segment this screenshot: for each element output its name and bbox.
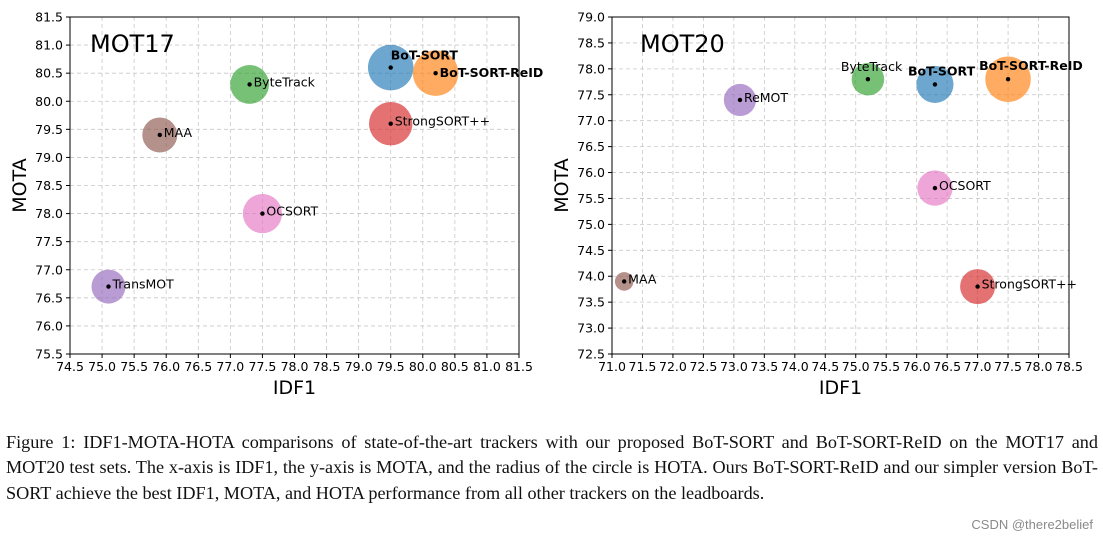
y-axis-label: MOTA <box>9 158 31 212</box>
x-axis-label: IDF1 <box>819 377 862 399</box>
x-tick-label: 75.0 <box>842 359 870 374</box>
x-tick-label: 78.0 <box>1025 359 1053 374</box>
x-axis-label: IDF1 <box>273 377 316 399</box>
x-tick-label: 80.0 <box>409 359 437 374</box>
x-tick-label: 75.5 <box>120 359 148 374</box>
x-tick-label: 77.5 <box>994 359 1022 374</box>
point-bytetrack <box>247 82 252 87</box>
x-tick-label: 78.5 <box>1055 359 1083 374</box>
y-tick-label: 78.0 <box>35 206 63 221</box>
x-tick-label: 81.0 <box>473 359 501 374</box>
point-bot-sort <box>932 82 938 87</box>
y-tick-label: 76.0 <box>35 318 63 333</box>
x-tick-label: 76.5 <box>933 359 961 374</box>
y-tick-label: 76.0 <box>577 165 605 180</box>
x-tick-label: 74.5 <box>811 359 839 374</box>
x-tick-label: 71.0 <box>598 359 626 374</box>
x-tick-label: 77.0 <box>216 359 244 374</box>
point-maa <box>621 279 627 284</box>
y-tick-label: 78.5 <box>35 178 63 193</box>
point-label-bytetrack: ByteTrack <box>254 74 316 89</box>
x-tick-label: 77.5 <box>249 359 277 374</box>
y-tick-label: 79.0 <box>577 10 605 25</box>
point-ocsort <box>932 185 938 191</box>
point-label-remot: ReMOT <box>744 90 788 105</box>
point-label-maa: MAA <box>164 125 193 140</box>
y-tick-label: 77.5 <box>35 234 63 249</box>
x-tick-label: 76.5 <box>184 359 212 374</box>
point-bot-sort-reid <box>433 70 438 76</box>
y-tick-label: 75.0 <box>577 217 605 232</box>
figure: 74.5 75.0 75.5 76.0 76.5 77.0 77.5 78.0 78.5 79.0… <box>9 10 1083 400</box>
x-tick-label: 80.5 <box>441 359 469 374</box>
x-tick-label: 81.5 <box>505 359 533 374</box>
point-label-transmot: TransMOT <box>111 277 174 292</box>
y-tick-label: 77.5 <box>577 87 605 102</box>
point-label-ocsort: OCSORT <box>939 178 991 193</box>
point-label-strongsort: StrongSORT++ <box>982 277 1077 292</box>
y-tick-label: 75.5 <box>35 347 63 362</box>
y-tick-label: 80.5 <box>35 66 63 81</box>
point-label-bot-sort-reid: BoT-SORT-ReID <box>979 58 1083 73</box>
y-tick-label: 74.0 <box>577 269 605 284</box>
x-tick-label: 74.0 <box>781 359 809 374</box>
x-tick-label: 75.0 <box>88 359 116 374</box>
chart-title: MOT20 <box>640 30 725 58</box>
y-tick-label: 73.0 <box>577 321 605 336</box>
y-tick-label: 72.5 <box>577 347 605 362</box>
y-tick-label: 81.0 <box>35 38 63 53</box>
point-transmot <box>106 284 111 289</box>
point-label-strongsort: StrongSORT++ <box>395 114 490 129</box>
point-bytetrack <box>865 77 871 82</box>
y-tick-label: 76.5 <box>35 290 63 305</box>
point-bot-sort-reid <box>1005 77 1011 82</box>
point-remot <box>737 97 743 103</box>
y-axis-label: MOTA <box>551 158 573 212</box>
figure-caption: Figure 1: IDF1-MOTA-HOTA comparisons of … <box>6 432 1098 503</box>
y-tick-label: 80.0 <box>35 94 63 109</box>
y-tick-label: 76.5 <box>577 139 605 154</box>
x-tick-label: 79.0 <box>345 359 373 374</box>
point-ocsort <box>260 211 265 216</box>
x-tick-label: 77.0 <box>964 359 992 374</box>
x-tick-label: 74.5 <box>56 359 84 374</box>
point-label-bytetrack: ByteTrack <box>841 59 903 74</box>
point-label-bot-sort: BoT-SORT <box>391 48 459 63</box>
watermark: CSDN @there2belief <box>971 517 1093 532</box>
x-tick-label: 72.0 <box>659 359 687 374</box>
y-tick-label: 77.0 <box>577 113 605 128</box>
y-tick-label: 73.5 <box>577 295 605 310</box>
y-tick-label: 78.0 <box>577 61 605 76</box>
x-tick-label: 72.5 <box>689 359 717 374</box>
point-strongsort <box>388 121 393 126</box>
x-tick-label: 71.5 <box>629 359 657 374</box>
y-tick-label: 81.5 <box>35 10 63 25</box>
x-tick-label: 76.0 <box>152 359 180 374</box>
x-tick-label: 78.5 <box>313 359 341 374</box>
point-strongsort <box>975 284 980 289</box>
point-label-maa: MAA <box>628 271 657 286</box>
x-tick-label: 76.0 <box>903 359 931 374</box>
point-maa <box>157 132 162 138</box>
x-tick-label: 73.0 <box>720 359 748 374</box>
point-label-bot-sort-reid: BoT-SORT-ReID <box>440 65 544 80</box>
y-tick-label: 75.5 <box>577 191 605 206</box>
chart-title: MOT17 <box>90 30 175 58</box>
point-bot-sort <box>388 65 393 70</box>
x-tick-label: 79.5 <box>377 359 405 374</box>
y-tick-label: 78.5 <box>577 35 605 50</box>
x-tick-label: 75.5 <box>872 359 900 374</box>
y-tick-label: 77.0 <box>35 262 63 277</box>
x-tick-label: 73.5 <box>750 359 778 374</box>
x-tick-label: 78.0 <box>281 359 309 374</box>
point-label-bot-sort: BoT-SORT <box>908 63 976 78</box>
chart-mot20: 71.0 71.5 72.0 72.5 73.0 73.5 74.0 74.5 75.0 75.5… <box>551 10 1083 400</box>
chart-mot17: 74.5 75.0 75.5 76.0 76.5 77.0 77.5 78.0 78.5 79.0… <box>9 10 543 400</box>
y-tick-label: 74.5 <box>577 243 605 258</box>
y-tick-label: 79.5 <box>35 122 63 137</box>
point-label-ocsort: OCSORT <box>266 204 318 219</box>
axes-frame <box>611 16 1070 355</box>
y-tick-label: 79.0 <box>35 150 63 165</box>
